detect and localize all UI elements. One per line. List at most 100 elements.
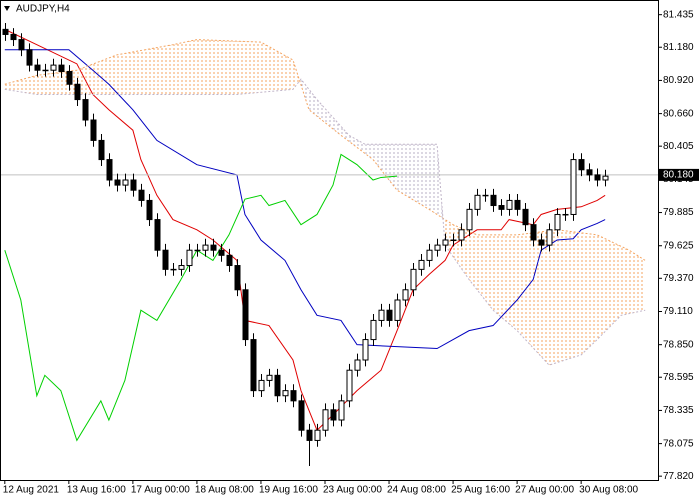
candle-body	[74, 83, 81, 101]
candle-body	[370, 319, 377, 341]
candle-body	[242, 289, 249, 341]
candle-body	[194, 249, 201, 252]
current-price-box	[659, 168, 699, 181]
candle-body	[106, 159, 113, 181]
candle-body	[82, 99, 89, 121]
plot-frame	[0, 0, 659, 481]
candle-body	[378, 309, 385, 321]
candle-body	[146, 199, 153, 221]
candle-body	[170, 268, 177, 271]
y-tick-label: 80.920	[663, 75, 694, 86]
candle-body	[66, 70, 73, 85]
y-tick-label: 81.180	[663, 42, 694, 53]
candle-body	[450, 239, 457, 241]
candle-body	[210, 244, 217, 251]
candle-body	[386, 309, 393, 321]
candle-body	[578, 159, 585, 171]
x-tick-label: 23 Aug 00:00	[323, 485, 382, 496]
candle-body	[410, 268, 417, 291]
candle-body	[234, 265, 241, 291]
x-tick-label: 25 Aug 16:00	[451, 485, 510, 496]
candle-body	[290, 390, 297, 402]
candle-body	[338, 400, 345, 421]
candle-body	[162, 249, 169, 270]
candle-body	[506, 199, 513, 210]
x-tick-label: 24 Aug 08:00	[387, 485, 446, 496]
candle-body	[10, 33, 17, 41]
candle-body	[274, 374, 281, 397]
candle-body	[482, 194, 489, 197]
candle-body	[466, 208, 473, 231]
candle-body	[490, 194, 497, 207]
candle-body	[42, 69, 49, 72]
y-tick-label: 79.885	[663, 207, 694, 218]
y-tick-label: 78.075	[663, 438, 694, 449]
cloud-hatch	[4, 39, 301, 95]
candle-body	[178, 265, 185, 270]
candle-body	[298, 400, 305, 431]
candle-body	[530, 224, 537, 241]
candle-body	[26, 49, 33, 66]
candle-body	[218, 249, 225, 256]
candle-body	[250, 339, 257, 392]
candle-body	[130, 179, 137, 191]
x-tick-label: 30 Aug 08:00	[579, 485, 638, 496]
candle-body	[402, 289, 409, 301]
candle-body	[538, 239, 545, 246]
candle-body	[266, 374, 273, 381]
candle-body	[2, 28, 9, 35]
y-tick-label: 78.335	[663, 405, 694, 416]
candle-body	[354, 359, 361, 371]
candle-body	[594, 174, 601, 181]
candle-body	[154, 219, 161, 251]
candle-body	[122, 179, 129, 186]
candle-body	[570, 159, 577, 215]
candle-body	[394, 299, 401, 321]
symbol-menu-icon[interactable]	[4, 6, 10, 11]
candle-body	[346, 369, 353, 402]
x-tick-label: 27 Aug 00:00	[515, 485, 574, 496]
candle-body	[202, 244, 209, 251]
candle-body	[426, 249, 433, 261]
candle-body	[90, 119, 97, 141]
candle-body	[562, 213, 569, 216]
candle-body	[554, 213, 561, 231]
y-tick-label: 81.435	[663, 9, 694, 20]
current-price-label: 80.180	[663, 170, 694, 181]
candle-body	[226, 254, 233, 267]
candle-body	[546, 229, 553, 246]
candle-body	[586, 169, 593, 176]
indicator-line	[4, 153, 398, 442]
y-tick-label: 78.595	[663, 372, 694, 383]
candle-body	[50, 64, 57, 71]
candle-body	[34, 64, 41, 71]
candle-body	[258, 379, 265, 392]
candle-body	[138, 189, 145, 201]
indicator-line	[4, 49, 606, 350]
y-tick-label: 79.110	[663, 306, 693, 317]
x-tick-label: 19 Aug 16:00	[259, 485, 318, 496]
chart-title: AUDJPY,H4	[16, 4, 70, 15]
candle-body	[362, 339, 369, 361]
y-tick-label: 79.370	[663, 273, 694, 284]
y-tick-label: 79.625	[663, 240, 694, 251]
x-tick-label: 13 Aug 16:00	[67, 485, 126, 496]
candle-body	[498, 205, 505, 210]
y-tick-label: 77.820	[663, 471, 694, 482]
candle-body	[330, 409, 337, 421]
cloud-hatch	[300, 79, 444, 220]
candle-body	[514, 199, 521, 210]
candle-body	[418, 259, 425, 270]
cloud-hatch	[443, 218, 646, 366]
candle-body	[522, 208, 529, 226]
y-tick-label: 80.405	[663, 141, 694, 152]
candle-body	[58, 64, 65, 72]
candle-body	[114, 179, 121, 186]
plot-area	[0, 22, 658, 466]
candle-body	[306, 429, 313, 441]
x-tick-label: 12 Aug 2021	[3, 485, 60, 496]
candle-body	[282, 390, 289, 397]
candle-body	[186, 249, 193, 267]
x-tick-label: 18 Aug 08:00	[195, 485, 254, 496]
